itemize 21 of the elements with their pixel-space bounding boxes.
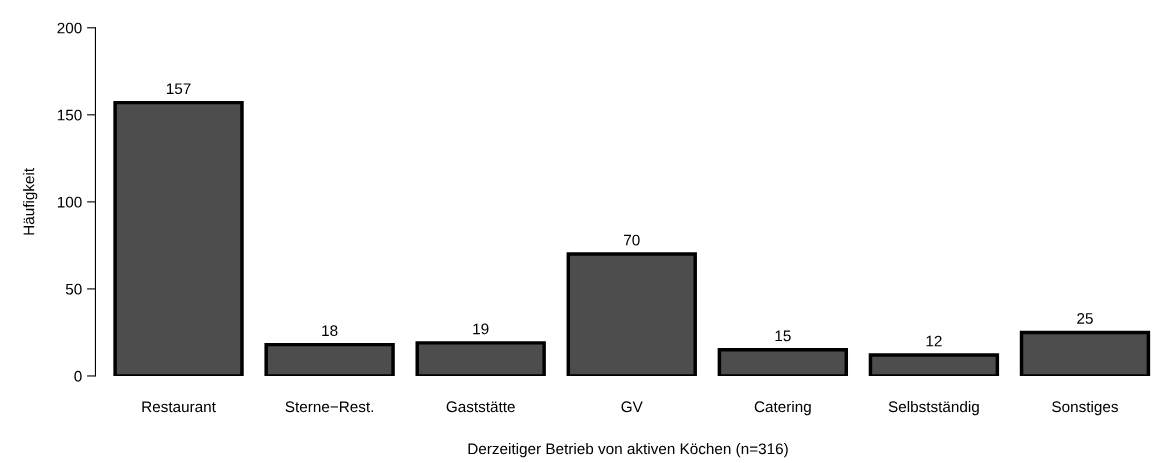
data-label: 25 bbox=[1077, 313, 1093, 324]
x-tick-label: Gaststätte bbox=[446, 401, 515, 413]
data-label: 70 bbox=[624, 234, 640, 246]
data-label: 15 bbox=[775, 330, 791, 342]
data-label: 19 bbox=[473, 323, 489, 335]
data-label: 157 bbox=[166, 83, 191, 95]
y-tick-label: 200 bbox=[57, 22, 82, 34]
x-tick-label: GV bbox=[621, 401, 643, 413]
data-label: 12 bbox=[926, 335, 942, 347]
y-tick-label: 100 bbox=[57, 196, 82, 208]
x-tick-label: Catering bbox=[754, 400, 811, 416]
data-label: 18 bbox=[322, 325, 338, 337]
y-tick-label: 50 bbox=[65, 283, 82, 295]
x-tick-label: Sterne−Rest. bbox=[285, 401, 374, 413]
x-tick-label: Restaurant bbox=[142, 401, 216, 413]
x-tick-label: Sonstiges bbox=[1052, 400, 1118, 416]
x-tick-label: Selbstständig bbox=[888, 400, 979, 416]
y-axis-title: Häufigkeit bbox=[23, 168, 38, 235]
x-axis-title: Derzeitiger Betrieb von aktiven Köchen (n=316) bbox=[468, 442, 788, 458]
y-tick-label: 0 bbox=[74, 370, 82, 382]
y-tick-label: 150 bbox=[57, 109, 82, 121]
